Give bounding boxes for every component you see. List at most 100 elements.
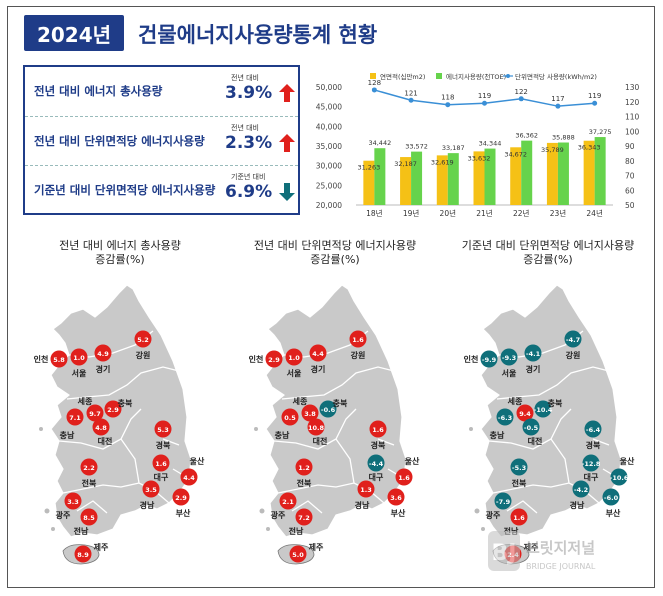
bridge-journal-watermark: BJ 브릿지저널 BRIDGE JOURNAL <box>488 531 596 571</box>
region-value: 4.8 <box>95 424 107 432</box>
region-value: 2.1 <box>282 498 294 506</box>
y-tick-label-right: 110 <box>625 113 640 122</box>
region-marker <box>522 418 540 436</box>
bar-energy <box>447 153 459 205</box>
region-marker <box>387 488 405 506</box>
region-marker <box>510 458 528 476</box>
bar-energy <box>411 151 423 205</box>
region-value: 2.2 <box>83 464 95 472</box>
region-marker <box>295 458 313 476</box>
region-marker <box>154 420 172 438</box>
region-marker <box>86 404 104 422</box>
stat-label: 전년 대비 에너지 총사용량 <box>34 84 163 98</box>
region-value: 5.2 <box>137 336 149 344</box>
region-value: -7.9 <box>496 498 511 506</box>
bar-area <box>510 147 522 205</box>
region-name: 경북 <box>586 440 601 450</box>
legend-label: 단위면적당 사용량(kWh/m2) <box>515 72 597 81</box>
bar-energy-label: 37,275 <box>589 128 612 136</box>
bar-area-label: 32,619 <box>431 158 454 166</box>
region-marker <box>319 400 337 418</box>
province-border <box>76 500 108 514</box>
line-point-label: 118 <box>441 94 454 102</box>
stat-sub-label: 전년 대비 <box>231 74 259 82</box>
region-name: 광주 <box>271 510 286 520</box>
island-shape <box>481 527 485 531</box>
stat-value: 2.3% <box>225 133 273 153</box>
legend-swatch <box>436 73 442 79</box>
region-value: 9.7 <box>89 410 101 418</box>
region-value: 2.9 <box>107 406 119 414</box>
region-name: 인천 <box>249 354 264 364</box>
line-point <box>408 97 414 103</box>
region-name: 경남 <box>355 500 370 510</box>
province-border <box>472 344 482 362</box>
region-value: 1.3 <box>360 486 372 494</box>
region-marker <box>610 468 628 486</box>
y-tick-label-right: 120 <box>625 98 640 107</box>
bar-area-label: 35,789 <box>541 146 564 154</box>
region-marker <box>265 350 283 368</box>
region-marker <box>281 408 299 426</box>
bar-energy-label: 33,572 <box>405 143 428 151</box>
island-shape <box>39 427 43 431</box>
region-name: 전남 <box>74 526 89 536</box>
region-marker <box>602 488 620 506</box>
region-name: 울산 <box>620 456 635 466</box>
region-name: 경남 <box>140 500 155 510</box>
region-value: 5.0 <box>292 551 304 559</box>
bar-area-label: 33,632 <box>468 154 491 162</box>
region-value: 1.0 <box>288 354 300 362</box>
island-shape <box>266 527 270 531</box>
stat-label: 전년 대비 단위면적당 에너지사용량 <box>34 134 205 148</box>
region-name: 전북 <box>297 478 312 488</box>
region-value: -10.6 <box>610 474 629 482</box>
region-marker <box>80 458 98 476</box>
region-value: -6.0 <box>604 494 619 502</box>
region-name: 경기 <box>311 364 326 374</box>
line-point-label: 128 <box>368 79 381 87</box>
x-tick-label: 21년 <box>476 208 493 218</box>
region-name: 제주 <box>94 542 109 552</box>
region-marker <box>516 404 534 422</box>
bar-energy <box>557 142 569 205</box>
region-name: 강원 <box>566 350 581 360</box>
region-value: 4.4 <box>312 350 324 358</box>
region-name: 전북 <box>82 478 97 488</box>
stat-value: 3.9% <box>225 83 273 103</box>
region-value: 9.4 <box>519 410 531 418</box>
bar-area <box>583 140 595 205</box>
region-value: 1.6 <box>513 514 525 522</box>
legend-label: 연면적(십만m2) <box>380 72 425 81</box>
region-name: 충북 <box>118 398 133 408</box>
line-point-label: 119 <box>588 92 601 100</box>
region-name: 제주 <box>309 542 324 552</box>
region-name: 경남 <box>570 500 585 510</box>
map-title: 전년 대비 단위면적당 에너지사용량 증감률(%) <box>230 239 440 267</box>
province-border <box>550 438 570 484</box>
y-tick-label-left: 20,000 <box>316 201 342 210</box>
region-name: 부산 <box>176 508 191 518</box>
region-name: 대구 <box>584 472 599 482</box>
region-marker <box>92 418 110 436</box>
map-title-line: 전년 대비 에너지 총사용량 <box>59 239 181 252</box>
y-tick-label-left: 50,000 <box>316 83 342 92</box>
bar-area-label: 31,263 <box>357 164 380 172</box>
map-title-line: 전년 대비 단위면적당 에너지사용량 <box>253 239 417 252</box>
y-tick-label-left: 30,000 <box>316 162 342 171</box>
region-name: 인천 <box>34 354 49 364</box>
bar-energy-label: 35,888 <box>552 134 575 142</box>
bar-energy <box>594 137 606 205</box>
region-value: -4.1 <box>526 350 541 358</box>
region-name: 충북 <box>548 398 563 408</box>
province-border <box>496 366 610 400</box>
region-name: 충남 <box>275 430 290 440</box>
map-title-line: 증감률(%) <box>310 253 360 266</box>
bar-area-label: 34,672 <box>504 150 527 158</box>
bar-area <box>436 155 448 205</box>
island-shape <box>51 527 55 531</box>
y-tick-label-right: 130 <box>625 83 640 92</box>
region-marker <box>180 468 198 486</box>
x-tick-label: 19년 <box>403 208 420 218</box>
region-value: -9.3 <box>502 354 516 362</box>
